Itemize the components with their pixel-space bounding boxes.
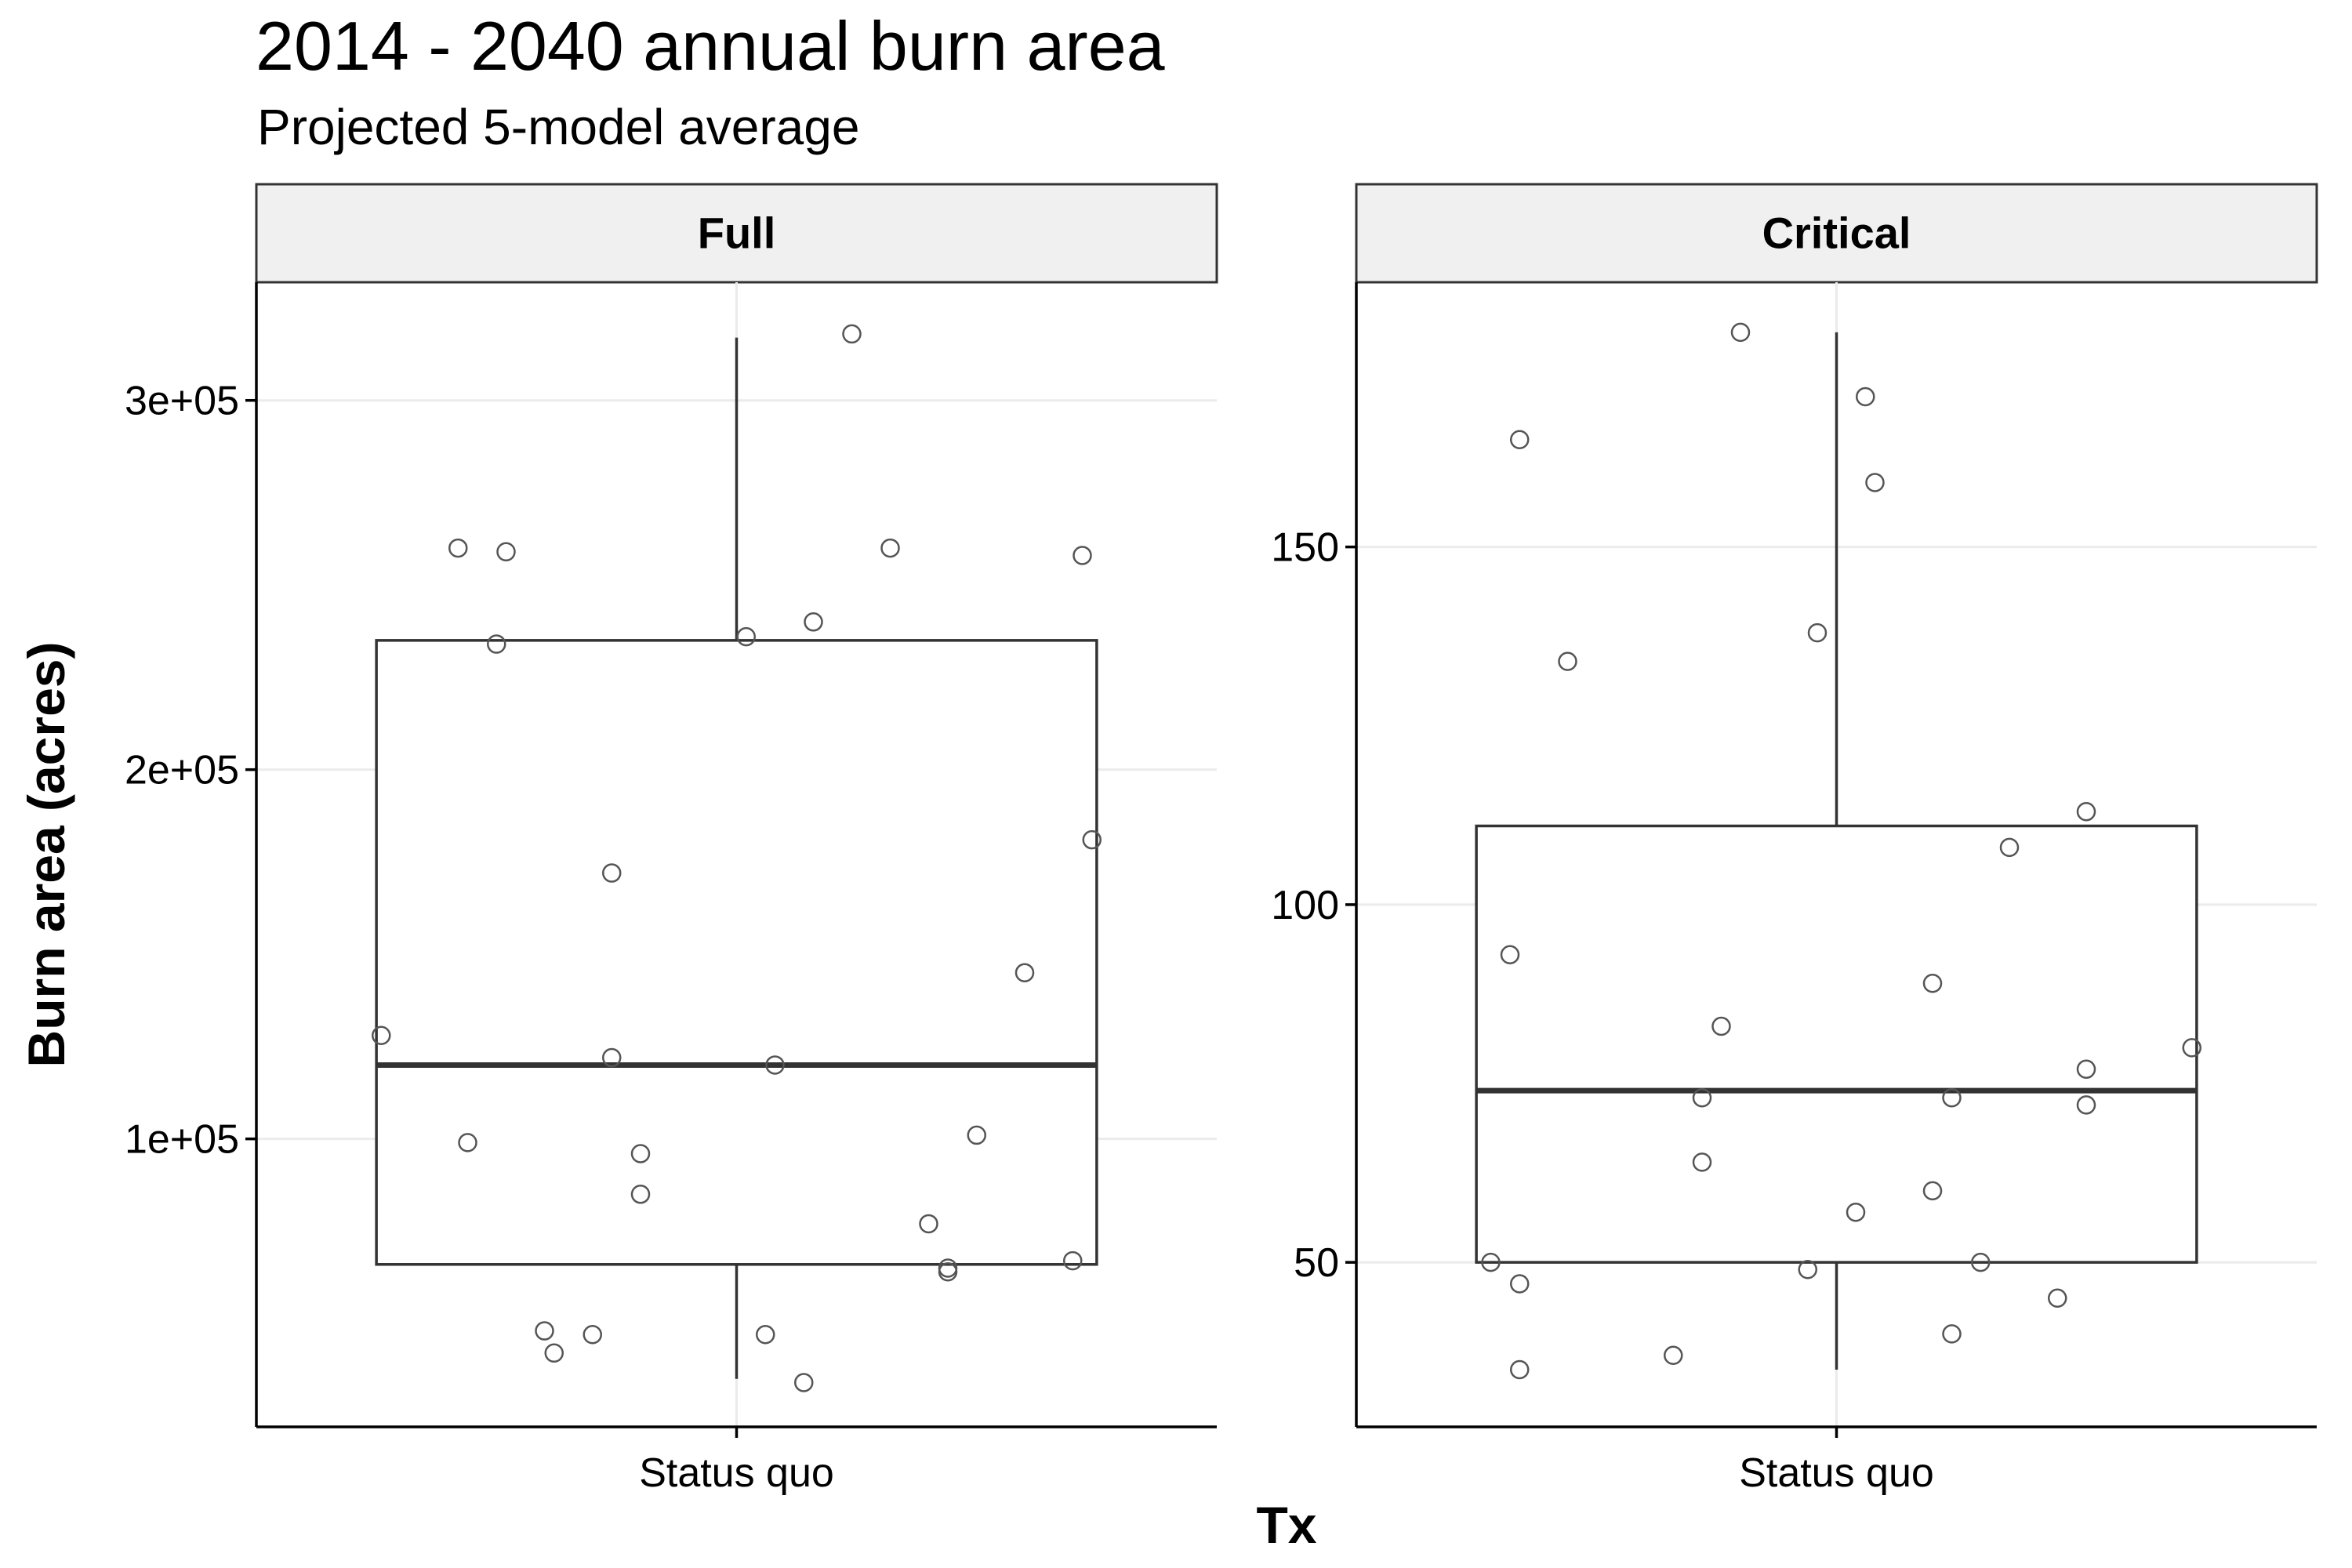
data-point — [544, 1343, 564, 1363]
y-tick-label: 1e+05 — [125, 1117, 239, 1163]
data-point — [1942, 1324, 1962, 1344]
data-point — [1063, 1250, 1083, 1271]
data-point — [496, 542, 516, 562]
y-tick-label: 50 — [1294, 1240, 1339, 1286]
data-point — [1692, 1152, 1712, 1172]
data-point — [1481, 1252, 1501, 1272]
data-point — [583, 1325, 602, 1345]
data-point — [1798, 1260, 1817, 1279]
data-point — [458, 1133, 477, 1152]
x-axis-title: Tx — [1256, 1496, 1316, 1554]
data-point — [1558, 652, 1577, 671]
data-point — [880, 538, 900, 558]
data-point — [765, 1055, 785, 1075]
data-point — [919, 1214, 938, 1234]
data-point — [2076, 1059, 2096, 1079]
data-point — [1865, 473, 1885, 492]
data-point — [2182, 1038, 2201, 1058]
data-point — [756, 1325, 775, 1345]
facet-strip-label: Full — [698, 209, 776, 258]
facet-panel-critical: Critical 50 100 150 Status quo — [1271, 183, 2318, 1496]
data-point — [967, 1125, 986, 1145]
data-point — [1846, 1203, 1866, 1222]
data-point — [1082, 829, 1102, 850]
data-point — [372, 1025, 391, 1046]
data-point — [2076, 1095, 2096, 1115]
box-iqr — [375, 639, 1098, 1266]
y-tick-label: 2e+05 — [125, 748, 239, 793]
data-point — [1073, 546, 1092, 565]
data-point — [535, 1321, 554, 1341]
data-point — [1500, 945, 1520, 964]
data-point — [938, 1261, 958, 1282]
data-point — [1510, 430, 1530, 449]
data-point — [602, 863, 622, 883]
facet-strip — [1355, 183, 2318, 284]
data-point — [2048, 1288, 2067, 1308]
data-point — [1971, 1252, 1991, 1272]
x-tick-label: Status quo — [639, 1450, 834, 1496]
data-point — [1856, 387, 1875, 407]
data-point — [842, 324, 862, 344]
data-point — [1664, 1345, 1683, 1365]
data-point — [630, 1144, 651, 1163]
data-point — [1922, 974, 1943, 993]
chart-title: 2014 - 2040 annual burn area — [256, 7, 1165, 85]
data-point — [1730, 322, 1751, 343]
data-point — [1510, 1359, 1530, 1380]
data-point — [1942, 1088, 1962, 1108]
box-iqr — [1475, 824, 2198, 1264]
y-tick-label: 100 — [1271, 883, 1339, 928]
data-point — [794, 1373, 814, 1392]
y-axis-title: Burn area (acres) — [17, 642, 75, 1068]
data-point — [448, 538, 468, 558]
data-point — [1014, 963, 1035, 982]
data-point — [630, 1185, 651, 1204]
data-point — [602, 1047, 622, 1068]
data-point — [1711, 1016, 1731, 1036]
y-tick-label: 3e+05 — [125, 379, 239, 424]
facet-panel-full: Full 1e+05 2e+05 3e+05 Status quo — [125, 183, 1218, 1496]
facet-strip-label: Critical — [1762, 209, 1911, 258]
data-point — [487, 634, 506, 654]
y-tick-label: 150 — [1271, 525, 1339, 571]
chart-subtitle: Projected 5-model average — [257, 99, 860, 155]
data-point — [1807, 622, 1828, 643]
data-point — [1692, 1088, 1712, 1108]
data-point — [1999, 837, 2020, 858]
data-point — [736, 626, 756, 647]
data-point — [1510, 1274, 1530, 1294]
data-point — [1922, 1181, 1943, 1201]
x-tick-label: Status quo — [1739, 1450, 1934, 1496]
data-point — [2076, 802, 2096, 822]
data-point — [804, 612, 823, 632]
